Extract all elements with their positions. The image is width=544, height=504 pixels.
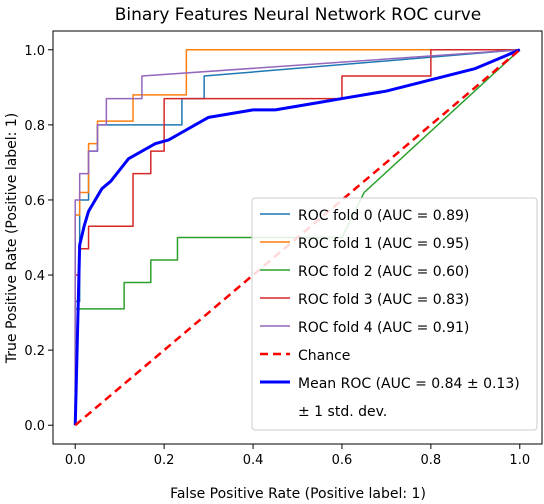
legend-label: ROC fold 1 (AUC = 0.95) [298, 236, 469, 252]
y-tick-label: 0.2 [24, 344, 45, 359]
series-line-4 [74, 49, 520, 426]
series-line-5 [73, 48, 521, 426]
legend-label: Mean ROC (AUC = 0.84 ± 0.13) [298, 376, 520, 392]
x-tick-label: 0.0 [65, 453, 86, 468]
x-axis-label: False Positive Rate (Positive label: 1) [170, 486, 426, 502]
legend-box [251, 197, 538, 431]
legend-label: Chance [298, 348, 350, 364]
legend: ROC fold 0 (AUC = 0.89) ROC fold 1 (AUC =… [251, 197, 538, 431]
x-tick-label: 1.0 [509, 453, 530, 468]
y-tick-label: 0.4 [24, 269, 45, 284]
legend-label: ROC fold 3 (AUC = 0.83) [298, 292, 469, 308]
legend-label: ± 1 std. dev. [298, 404, 387, 420]
y-tick-label: 0.0 [24, 419, 45, 434]
y-tick-label: 0.8 [24, 119, 45, 134]
y-axis-label: True Positive Rate (Positive label: 1) [4, 113, 20, 364]
legend-label: ROC fold 0 (AUC = 0.89) [298, 208, 469, 224]
y-axis: 0.0 0.2 0.4 0.6 0.8 1.0 [24, 44, 53, 434]
y-tick-label: 1.0 [24, 44, 45, 59]
x-tick-label: 0.4 [243, 453, 264, 468]
x-tick-label: 0.2 [154, 453, 175, 468]
legend-label: ROC fold 4 (AUC = 0.91) [298, 320, 469, 336]
y-tick-label: 0.6 [24, 194, 45, 209]
x-tick-label: 0.8 [421, 453, 442, 468]
legend-label: ROC fold 2 (AUC = 0.60) [298, 264, 469, 280]
x-axis: 0.0 0.2 0.4 0.6 0.8 1.0 [65, 444, 530, 468]
chart-title: Binary Features Neural Network ROC curve [115, 5, 482, 25]
x-tick-label: 0.6 [332, 453, 353, 468]
plot-frame [52, 30, 543, 445]
